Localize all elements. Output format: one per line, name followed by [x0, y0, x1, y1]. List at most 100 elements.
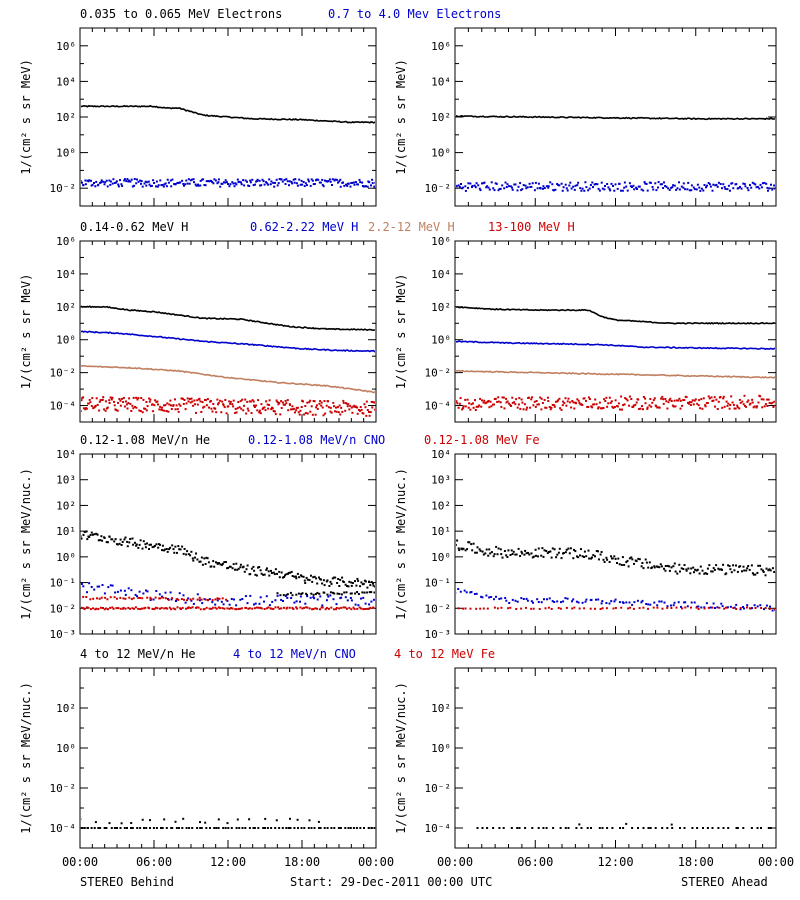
data-point: [595, 403, 598, 406]
data-point: [574, 550, 577, 553]
data-series: [476, 827, 772, 829]
data-point: [119, 538, 122, 541]
data-point: [213, 178, 216, 181]
data-point: [225, 412, 228, 415]
data-point: [578, 823, 581, 826]
data-point: [266, 403, 269, 406]
data-point: [324, 412, 327, 415]
data-series: [578, 822, 673, 826]
data-point: [576, 555, 578, 558]
data-point: [565, 548, 568, 551]
data-point: [695, 606, 698, 609]
y-tick-label: 10¹: [56, 525, 76, 538]
data-point: [571, 400, 574, 402]
data-point: [462, 186, 465, 189]
data-point: [550, 608, 553, 610]
data-point: [189, 554, 192, 557]
data-point: [156, 607, 159, 610]
data-point: [128, 397, 131, 400]
data-point: [761, 406, 764, 409]
data-point: [587, 406, 590, 408]
data-point: [740, 187, 743, 190]
data-point: [661, 827, 664, 829]
data-point: [82, 607, 85, 610]
data-point: [509, 606, 512, 609]
legend-label: 0.62-2.22 MeV H: [250, 220, 358, 234]
data-point: [203, 598, 206, 601]
data-point: [290, 408, 292, 411]
data-point: [190, 550, 193, 553]
data-point: [222, 403, 225, 406]
data-point: [560, 601, 562, 604]
data-point: [221, 607, 224, 610]
data-point: [96, 597, 98, 600]
data-point: [135, 544, 138, 547]
data-point: [530, 607, 533, 610]
data-point: [179, 608, 182, 610]
data-point: [541, 547, 544, 550]
data-point: [315, 404, 318, 407]
data-point: [505, 401, 508, 404]
data-point: [139, 827, 142, 829]
data-point: [166, 178, 169, 181]
data-point: [557, 183, 560, 186]
data-point: [278, 827, 281, 829]
data-point: [521, 552, 524, 555]
data-point: [187, 606, 190, 609]
data-point: [642, 396, 645, 398]
data-point: [644, 558, 647, 561]
data-point: [631, 186, 633, 188]
data-series: [81, 305, 375, 332]
y-axis-label: 1/(cm² s sr MeV): [394, 59, 408, 175]
data-point: [105, 607, 108, 610]
data-point: [633, 188, 636, 191]
data-point: [112, 178, 115, 181]
data-point: [516, 406, 519, 409]
data-point: [704, 404, 707, 407]
data-point: [146, 590, 149, 593]
data-point: [547, 606, 550, 609]
data-point: [370, 600, 373, 603]
data-point: [125, 403, 128, 406]
data-point: [696, 402, 699, 405]
data-point: [713, 568, 716, 571]
data-point: [485, 548, 488, 551]
data-point: [222, 181, 225, 184]
data-point: [613, 600, 616, 603]
data-point: [649, 827, 652, 829]
data-point: [767, 398, 770, 401]
data-point: [672, 604, 675, 607]
data-point: [481, 182, 483, 185]
data-point: [362, 582, 365, 585]
data-point: [160, 606, 163, 609]
data-point: [586, 827, 589, 829]
data-point: [309, 410, 312, 413]
data-point: [566, 400, 569, 403]
data-point: [339, 185, 342, 188]
data-point: [568, 552, 571, 555]
data-point: [668, 569, 671, 572]
data-point: [692, 186, 695, 189]
y-tick-label: 10²: [56, 702, 76, 715]
data-point: [325, 180, 328, 183]
data-point: [689, 404, 692, 406]
data-point: [267, 183, 270, 186]
data-point: [160, 408, 163, 411]
data-point: [356, 591, 359, 593]
data-point: [573, 548, 575, 551]
data-point: [148, 397, 151, 400]
data-series: [456, 306, 775, 325]
data-point: [239, 607, 242, 610]
data-point: [612, 406, 615, 409]
data-point: [552, 827, 555, 829]
data-point: [638, 607, 641, 610]
data-point: [217, 818, 220, 821]
data-point: [267, 407, 270, 410]
data-point: [206, 557, 209, 560]
data-point: [208, 607, 211, 610]
data-point: [370, 184, 372, 187]
data-point: [610, 600, 613, 603]
data-point: [462, 607, 465, 610]
data-point: [654, 827, 657, 829]
data-point: [472, 406, 475, 409]
